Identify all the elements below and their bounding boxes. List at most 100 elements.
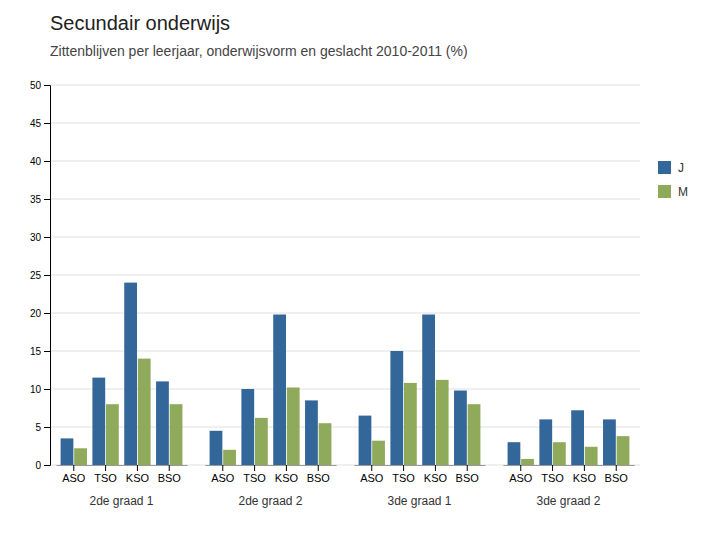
bar — [585, 447, 598, 465]
bar — [61, 438, 74, 465]
x-tick-mark — [584, 465, 585, 471]
grid-line — [50, 313, 640, 314]
bar — [359, 416, 372, 465]
x-axis-line — [56, 465, 187, 466]
x-tick-label: TSO — [392, 472, 415, 484]
x-tick: ASO — [360, 465, 384, 484]
bar — [468, 404, 481, 465]
x-tick: TSO — [541, 465, 564, 484]
x-tick-label: BSO — [605, 472, 629, 484]
x-tick: TSO — [392, 465, 415, 484]
x-tick-label: KSO — [424, 472, 448, 484]
legend-swatch — [658, 185, 671, 198]
x-tick-mark — [552, 465, 553, 471]
x-tick-label: ASO — [62, 472, 86, 484]
y-tick-label: 45 — [30, 118, 42, 129]
y-tick: 0 — [35, 460, 50, 471]
x-tick-label: ASO — [211, 472, 235, 484]
y-tick: 10 — [30, 384, 50, 395]
bar — [287, 387, 300, 465]
legend-label: M — [678, 185, 688, 199]
grid-line — [50, 237, 640, 238]
y-tick-label: 10 — [30, 384, 42, 395]
chart: Secundair onderwijs Zittenblijven per lee… — [0, 0, 720, 540]
bar — [404, 383, 417, 465]
y-tick-mark — [44, 351, 50, 352]
grid-line — [50, 275, 640, 276]
y-tick-label: 35 — [30, 194, 42, 205]
bar — [124, 283, 137, 465]
grid-line — [50, 351, 640, 352]
x-tick-label: BSO — [158, 472, 182, 484]
y-tick-label: 50 — [30, 80, 42, 91]
bar — [390, 351, 403, 465]
y-tick: 50 — [30, 80, 50, 91]
title: Secundair onderwijs — [50, 12, 230, 34]
x-tick: KSO — [424, 465, 448, 484]
x-axis-group: ASO TSO KSO BSO — [354, 465, 485, 484]
x-tick: KSO — [126, 465, 150, 484]
bars — [61, 283, 630, 465]
x-tick-mark — [137, 465, 138, 471]
x-tick-label: ASO — [509, 472, 533, 484]
x-tick-mark — [318, 465, 319, 471]
x-tick: BSO — [307, 465, 331, 484]
y-tick: 25 — [30, 270, 50, 281]
y-tick-mark — [44, 85, 50, 86]
legend-item: J — [658, 161, 684, 175]
x-tick-mark — [435, 465, 436, 471]
bar — [319, 423, 332, 465]
x-tick-mark — [169, 465, 170, 471]
x-tick-mark — [254, 465, 255, 471]
y-tick-mark — [44, 427, 50, 428]
x-tick-mark — [403, 465, 404, 471]
bar — [539, 419, 552, 465]
x-tick-label: BSO — [456, 472, 480, 484]
y-tick-label: 40 — [30, 156, 42, 167]
y-tick: 5 — [35, 422, 50, 433]
x-tick: KSO — [275, 465, 299, 484]
bar — [273, 315, 286, 465]
y-tick-mark — [44, 275, 50, 276]
bar — [603, 419, 616, 465]
y-tick: 30 — [30, 232, 50, 243]
x-tick-label: KSO — [275, 472, 299, 484]
y-tick-mark — [44, 199, 50, 200]
plot: 05101520253035404550ASOTSOKSOBSO2de graa… — [30, 80, 688, 508]
grid-line — [50, 123, 640, 124]
y-tick-label: 5 — [35, 422, 41, 433]
y-tick-mark — [44, 389, 50, 390]
grid-line — [50, 199, 640, 200]
legend: JM — [658, 161, 688, 199]
x-axis-group: ASO TSO KSO BSO — [56, 465, 187, 484]
bar — [617, 436, 630, 465]
x-tick-mark — [73, 465, 74, 471]
x-tick: BSO — [605, 465, 629, 484]
bar — [92, 378, 105, 465]
x-tick-label: TSO — [94, 472, 117, 484]
subtitle: Zittenblijven per leerjaar, onderwijsvor… — [50, 43, 468, 59]
bar — [223, 450, 236, 465]
x-tick-label: TSO — [243, 472, 266, 484]
legend-item: M — [658, 185, 688, 199]
x-tick: BSO — [456, 465, 480, 484]
x-tick-mark — [467, 465, 468, 471]
bar — [255, 418, 268, 465]
x-axis-line — [503, 465, 634, 466]
x-axis: ASOTSOKSOBSO2de graad 1ASOTSOKSOBSO2de g… — [56, 465, 634, 508]
bar — [74, 448, 87, 465]
x-tick-mark — [222, 465, 223, 471]
x-tick-label: BSO — [307, 472, 331, 484]
y-tick-label: 30 — [30, 232, 42, 243]
x-tick-mark — [286, 465, 287, 471]
bar — [571, 410, 584, 465]
bar — [508, 442, 521, 465]
y-tick-label: 0 — [35, 460, 41, 471]
x-tick-mark — [105, 465, 106, 471]
bar — [422, 315, 435, 465]
bar — [372, 441, 385, 465]
y-axis-line — [44, 86, 51, 466]
x-tick: TSO — [94, 465, 117, 484]
group-label: 3de graad 2 — [536, 494, 600, 508]
bar — [436, 380, 449, 465]
